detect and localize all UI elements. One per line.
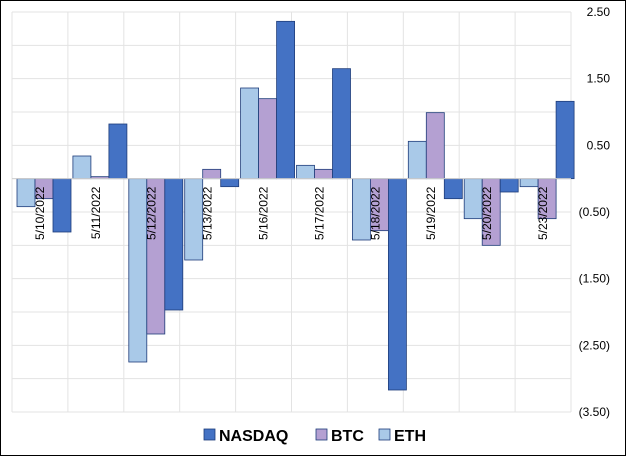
y-tick-label: 1.50 — [587, 72, 611, 86]
legend-swatch — [203, 428, 216, 441]
y-tick-label: (0.50) — [579, 205, 610, 219]
bar-eth — [72, 155, 92, 180]
y-axis-ticks: 2.50 1.50 0.50 (0.50) (1.50) (2.50) (3.50) — [579, 5, 611, 419]
y-tick-label: (1.50) — [579, 272, 610, 286]
bar-eth — [407, 140, 427, 180]
bar-eth — [519, 178, 539, 188]
bar-eth — [240, 87, 260, 180]
bar-btc — [202, 168, 222, 180]
legend-label: ETH — [394, 428, 426, 445]
y-tick-label: 2.50 — [587, 5, 611, 19]
bar-btc — [425, 112, 445, 180]
y-tick-label: (2.50) — [579, 338, 610, 352]
legend-item-btc: BTC — [315, 428, 364, 445]
category-label: 5/12/2022 — [145, 186, 159, 240]
bar-nasdaq — [443, 178, 463, 200]
bar-eth — [296, 164, 315, 180]
bar-nasdaq — [164, 178, 184, 311]
bar-nasdaq — [108, 123, 128, 180]
category-label: 5/16/2022 — [257, 186, 271, 240]
category-label: 5/19/2022 — [424, 186, 438, 240]
bar-nasdaq — [555, 100, 575, 180]
category-label: 5/11/2022 — [89, 186, 103, 239]
bar-nasdaq — [332, 68, 351, 180]
gridlines — [11, 11, 572, 413]
legend-item-eth: ETH — [378, 428, 426, 445]
category-label: 5/23/2022 — [536, 186, 550, 240]
category-labels: 5/10/2022 5/11/2022 5/12/2022 5/13/2022 5/16… — [33, 186, 550, 240]
legend-label: BTC — [331, 428, 364, 445]
bar-nasdaq — [499, 178, 519, 193]
category-label: 5/17/2022 — [312, 186, 326, 240]
bar-nasdaq — [276, 20, 296, 180]
bar-btc — [258, 98, 278, 180]
legend: NASDAQ BTC ETH — [203, 428, 426, 445]
legend-swatch — [378, 428, 391, 441]
bar-nasdaq — [220, 178, 240, 188]
category-label: 5/10/2022 — [33, 186, 47, 240]
bars — [12, 20, 575, 391]
bar-nasdaq — [52, 178, 72, 233]
category-label: 5/13/2022 — [201, 186, 215, 240]
bar-nasdaq — [387, 178, 407, 391]
legend-label: NASDAQ — [219, 428, 288, 445]
legend-swatch — [315, 428, 328, 441]
y-tick-label: 0.50 — [587, 138, 611, 152]
legend-item-nasdaq: NASDAQ — [203, 428, 288, 445]
category-label: 5/18/2022 — [368, 186, 382, 240]
bar-btc — [314, 168, 333, 180]
y-tick-label: (3.50) — [579, 405, 610, 419]
category-label: 5/20/2022 — [480, 186, 494, 240]
